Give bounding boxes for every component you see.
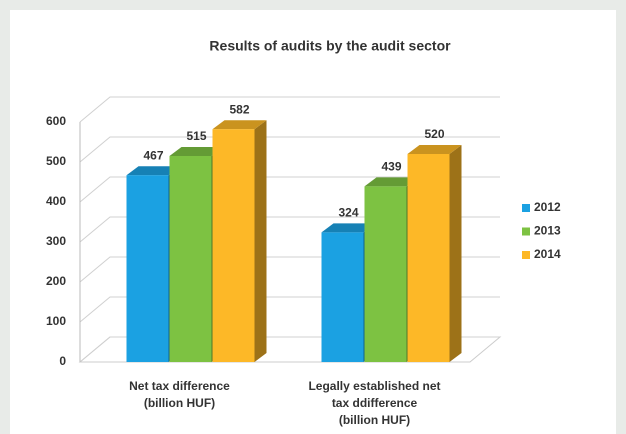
y-tick-label: 200 [46, 274, 66, 288]
legend-label: 2012 [534, 200, 561, 214]
legend-label: 2013 [534, 224, 561, 238]
data-label: 439 [381, 160, 401, 174]
x-tick-label: (billion HUF) [339, 413, 410, 427]
bar-front [407, 154, 450, 362]
grid-line [79, 176, 500, 203]
x-tick-label: Net tax difference [129, 379, 230, 393]
legend-swatch [522, 227, 530, 236]
x-tick-label: Legally established net [308, 379, 440, 393]
bar-top [407, 145, 462, 154]
x-tick-label: (billion HUF) [144, 396, 215, 410]
data-label: 582 [229, 102, 249, 116]
y-tick-label: 0 [59, 354, 66, 368]
y-tick-label: 500 [46, 154, 66, 168]
y-tick-label: 300 [46, 234, 66, 248]
data-label: 515 [186, 129, 206, 143]
bar-top [169, 147, 224, 156]
x-tick-label: tax ddifference [332, 396, 418, 410]
data-label: 467 [143, 148, 163, 162]
bar-front [126, 175, 169, 362]
legend-label: 2014 [534, 247, 561, 261]
y-tick-label: 600 [46, 114, 66, 128]
bar-top [212, 120, 267, 130]
data-label: 520 [424, 127, 444, 141]
bar-side [449, 145, 462, 362]
grid-line [79, 136, 500, 163]
bar-top [364, 177, 419, 187]
chart-title: Results of audits by the audit sector [209, 38, 451, 54]
y-tick-label: 400 [46, 194, 66, 208]
bar-front [169, 156, 212, 362]
grid-line [79, 96, 500, 123]
panel [10, 10, 616, 434]
y-tick-label: 100 [46, 314, 66, 328]
legend-swatch [522, 251, 530, 259]
bar [407, 145, 462, 362]
bar-top [321, 223, 376, 233]
bar [212, 120, 267, 362]
bar-front [364, 186, 407, 362]
data-label: 324 [338, 206, 358, 220]
bar-front [212, 129, 255, 362]
bar-side [254, 120, 267, 362]
legend-swatch [522, 204, 530, 212]
bar-top [126, 166, 181, 176]
bar-front [321, 232, 364, 362]
